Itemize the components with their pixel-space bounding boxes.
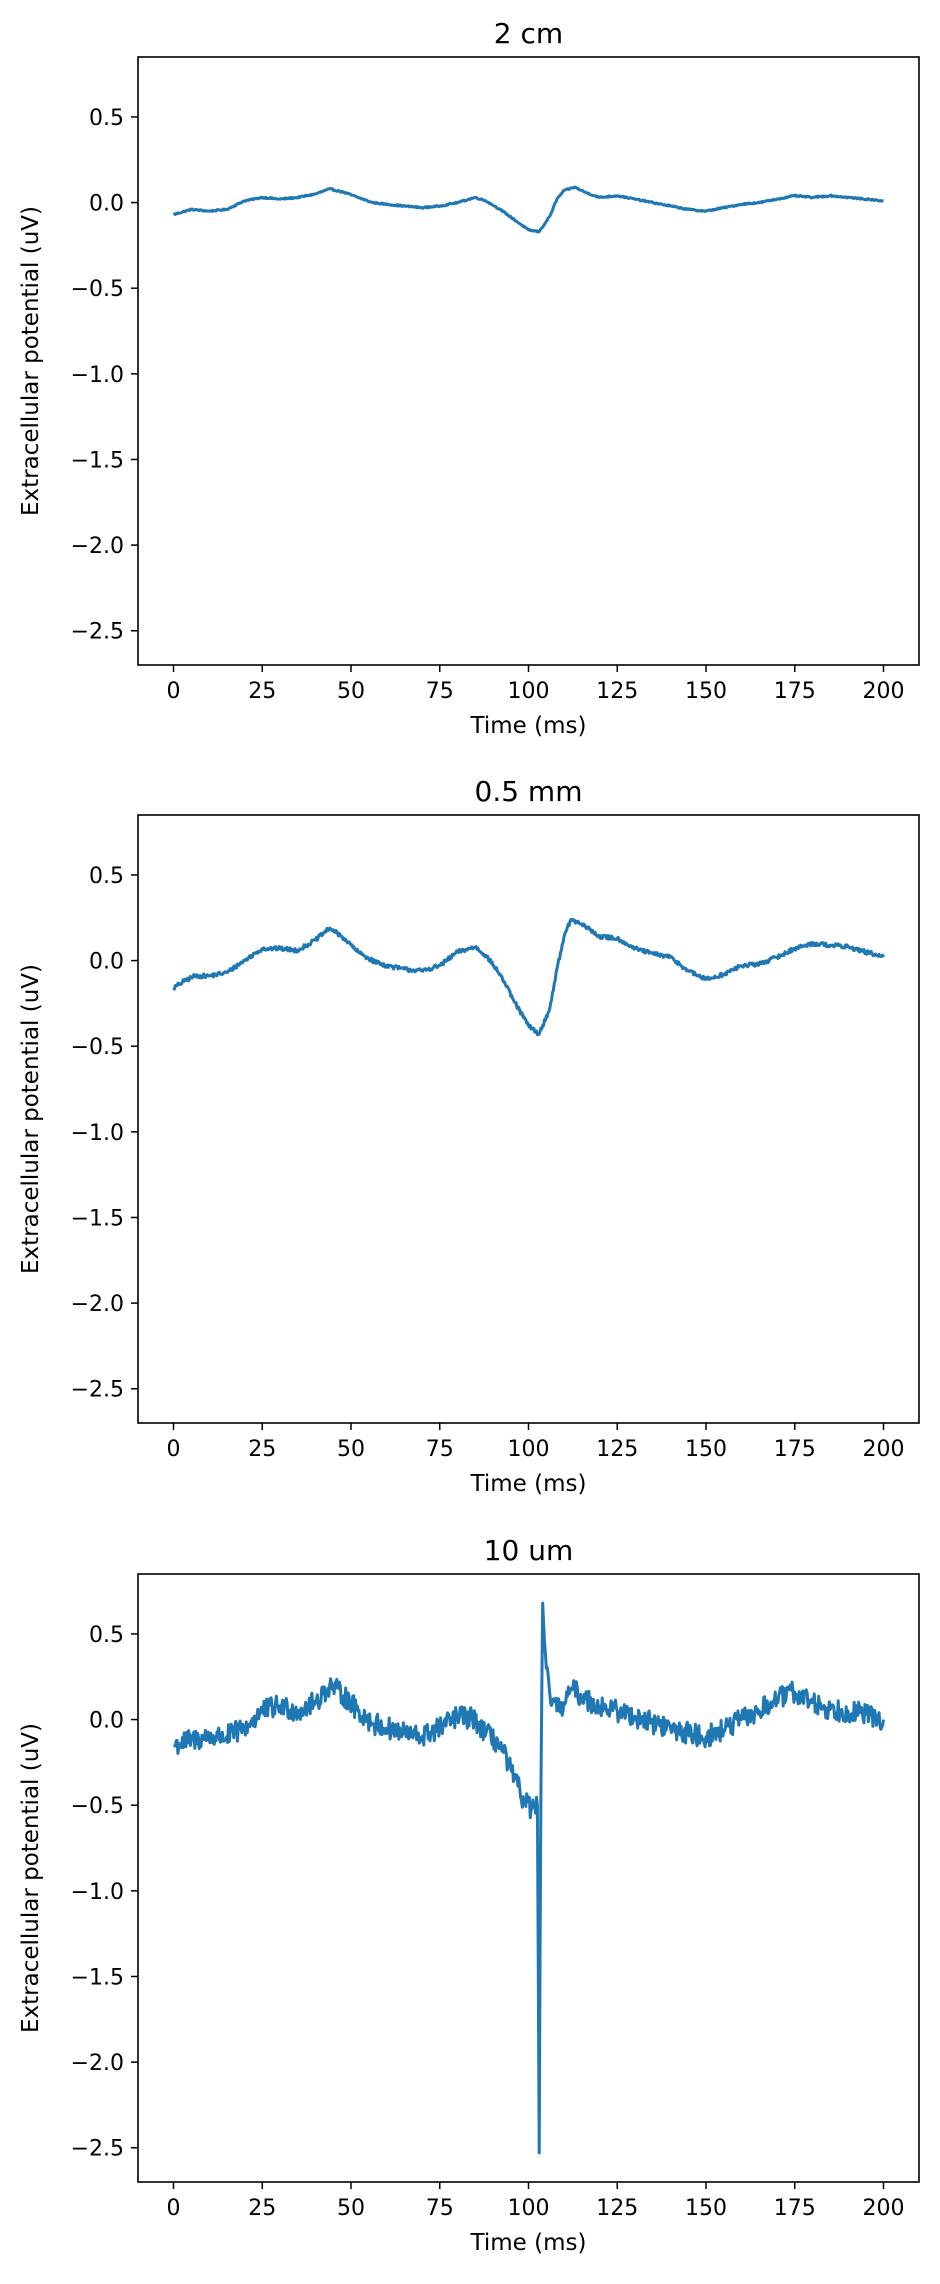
x-axis-label: Time (ms) [470,713,587,739]
x-tick-label: 200 [863,2196,905,2221]
series-line-10-um [172,1601,885,2155]
x-tick-label: 150 [685,2196,727,2221]
y-tick-label: 0.5 [89,106,124,131]
y-tick-label: −2.0 [71,1292,124,1317]
y-tick-label: −2.5 [71,2137,124,2162]
x-tick-label: 75 [426,2196,454,2221]
chart-panel-2: 0.5 mm 0 25 50 75 100 125 150 175 200 0.5 0.0 −0.5 −1… [18,775,920,1497]
x-tick-label: 125 [596,2196,638,2221]
y-tick-label: −0.5 [71,1794,124,1819]
y-tick-label: −1.0 [71,1121,124,1146]
y-tick-label: −0.5 [71,1035,124,1060]
y-tick-label: −2.5 [71,1378,124,1403]
series-line-0.5-mm [172,917,885,1037]
y-tick-label: 0.5 [89,1623,124,1648]
x-tick-label: 50 [337,1437,365,1462]
y-axis-label: Extracellular potential (uV) [18,1723,44,2033]
y-tick-label: −1.0 [71,1880,124,1905]
y-axis-label: Extracellular potential (uV) [18,964,44,1274]
x-axis-label: Time (ms) [470,2230,587,2256]
y-tick-label: 0.0 [89,950,124,975]
y-tick-label: −1.5 [71,1206,124,1231]
chart-panel-3: 10 um 0 25 50 75 100 125 150 175 200 0.5 0.0 −0.5 −1.… [18,1534,920,2256]
plot-frame [137,1573,920,2183]
y-tick-label: 0.0 [89,192,124,217]
x-tick-label: 0 [167,2196,181,2221]
x-tick-label: 125 [596,679,638,704]
y-tick-label: −1.5 [71,1965,124,1990]
x-axis-label: Time (ms) [470,1471,587,1497]
x-tick-label: 200 [863,1437,905,1462]
plot-frame [137,56,920,666]
x-tick-label: 125 [596,1437,638,1462]
x-tick-label: 75 [426,679,454,704]
y-tick-label: −2.0 [71,2051,124,2076]
y-tick-label: −2.5 [71,620,124,645]
x-tick-label: 100 [508,1437,550,1462]
y-tick-label: −0.5 [71,277,124,302]
x-tick-label: 150 [685,1437,727,1462]
x-tick-label: 150 [685,679,727,704]
x-tick-label: 25 [248,1437,276,1462]
x-tick-label: 25 [248,2196,276,2221]
x-tick-label: 0 [167,1437,181,1462]
x-tick-label: 100 [508,679,550,704]
x-tick-label: 175 [774,1437,816,1462]
x-tick-label: 75 [426,1437,454,1462]
x-tick-label: 175 [774,2196,816,2221]
chart-title: 0.5 mm [475,775,583,808]
x-tick-label: 100 [508,2196,550,2221]
y-axis-label: Extracellular potential (uV) [18,206,44,516]
y-tick-label: −1.0 [71,363,124,388]
x-tick-label: 25 [248,679,276,704]
chart-title: 2 cm [494,17,563,50]
x-tick-label: 50 [337,2196,365,2221]
y-tick-label: 0.0 [89,1709,124,1734]
x-tick-label: 175 [774,679,816,704]
x-tick-label: 0 [167,679,181,704]
chart-title: 10 um [484,1534,574,1567]
x-tick-label: 200 [863,679,905,704]
y-tick-label: 0.5 [89,864,124,889]
series-line-2-cm [172,185,885,234]
x-tick-label: 50 [337,679,365,704]
y-tick-label: −2.0 [71,534,124,559]
chart-panel-1: 2 cm 0 25 50 75 100 125 150 175 200 0.5 0.0 −0.5 −1.0… [18,17,920,739]
y-tick-label: −1.5 [71,448,124,473]
plot-frame [137,814,920,1424]
